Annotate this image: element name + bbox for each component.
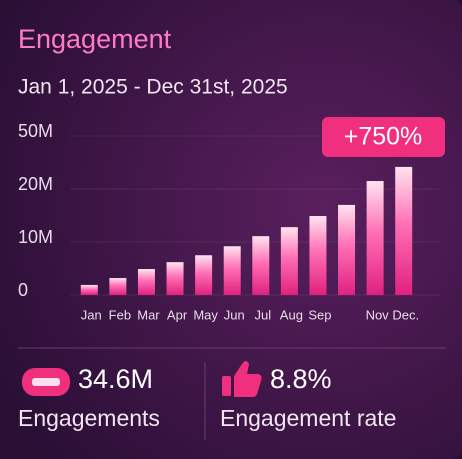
y-tick-label: 10M [18, 227, 53, 247]
x-tick-label: Dec. [392, 307, 419, 322]
x-tick-label: Jan [81, 307, 102, 322]
x-tick-label: May [193, 307, 218, 322]
kpi-label: Engagement rate [220, 405, 396, 431]
bar [252, 236, 270, 295]
y-tick-label: 0 [18, 280, 28, 300]
bar [223, 246, 241, 295]
x-tick-label: Nov [366, 307, 390, 322]
y-tick-label: 20M [18, 174, 53, 194]
comment-icon-bar [32, 378, 60, 386]
bar [338, 204, 356, 295]
bar [80, 284, 98, 295]
bar [137, 269, 155, 295]
annotation-badge [322, 117, 445, 157]
date-range: Jan 1, 2025 - Dec 31st, 2025 [18, 76, 288, 99]
like-icon [222, 361, 262, 397]
kpi-value: 8.8% [270, 364, 332, 394]
bar [366, 181, 384, 295]
bar [280, 227, 298, 295]
kpi-value: 34.6M [78, 364, 153, 394]
plot: 0 10M 20M 50M Jan Feb Mar Apr May Jun Jul Aug Sep Nov… [18, 121, 440, 322]
like-icon-cuff [222, 376, 231, 396]
bar [166, 262, 184, 295]
x-tick-label: Apr [167, 307, 188, 322]
kpi-label: Engagements [18, 405, 160, 431]
title: Engagement [18, 24, 172, 54]
bar [395, 166, 413, 295]
x-tick-label: Aug [280, 307, 303, 322]
bar [309, 216, 327, 295]
y-tick-label: 50M [18, 121, 53, 141]
x-tick-label: Feb [109, 307, 131, 322]
x-tick-label: Sep [308, 307, 331, 322]
like-icon-hand [234, 361, 262, 397]
annotation: +750% [344, 123, 423, 151]
x-tick-label: Jun [224, 307, 245, 322]
x-tick-label: Jul [254, 307, 271, 322]
x-tick-label: Mar [137, 307, 160, 322]
bar [195, 255, 213, 295]
bar [109, 278, 127, 295]
